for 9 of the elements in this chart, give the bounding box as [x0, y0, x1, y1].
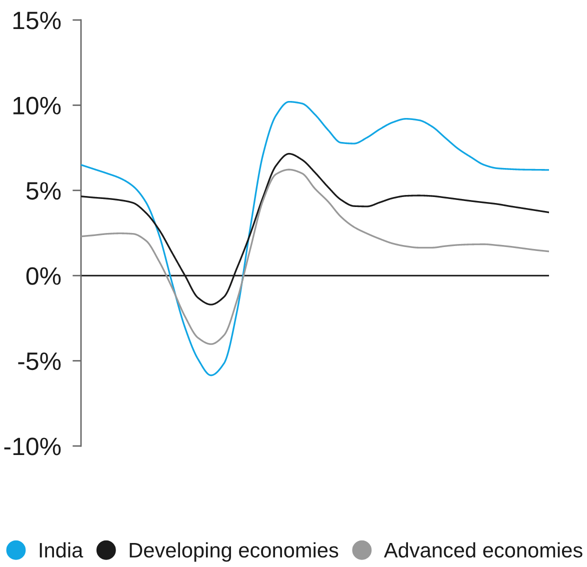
- legend-label: India: [40, 542, 84, 558]
- y-tick-label: 15%: [13, 12, 61, 30]
- y-tick-label: -5%: [18, 352, 61, 370]
- legend-label: Advanced economies: [384, 542, 582, 558]
- y-tick-label: 10%: [13, 96, 61, 115]
- y-tick-label: -10%: [4, 438, 61, 456]
- y-tick-label: 0%: [26, 267, 61, 285]
- legend-label: Developing economies: [130, 542, 338, 562]
- y-tick-label: 5%: [26, 182, 61, 200]
